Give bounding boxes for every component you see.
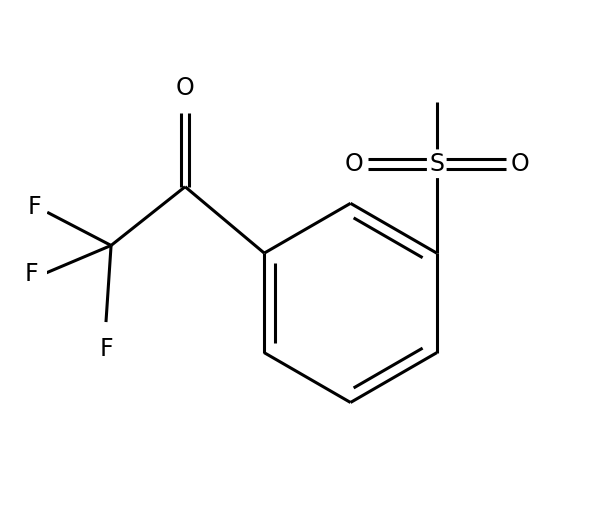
Text: S: S xyxy=(429,152,445,176)
Text: O: O xyxy=(344,152,363,176)
Text: F: F xyxy=(99,337,113,361)
Text: O: O xyxy=(176,76,194,100)
Text: F: F xyxy=(25,262,39,285)
Text: F: F xyxy=(28,195,41,219)
Text: O: O xyxy=(510,152,529,176)
